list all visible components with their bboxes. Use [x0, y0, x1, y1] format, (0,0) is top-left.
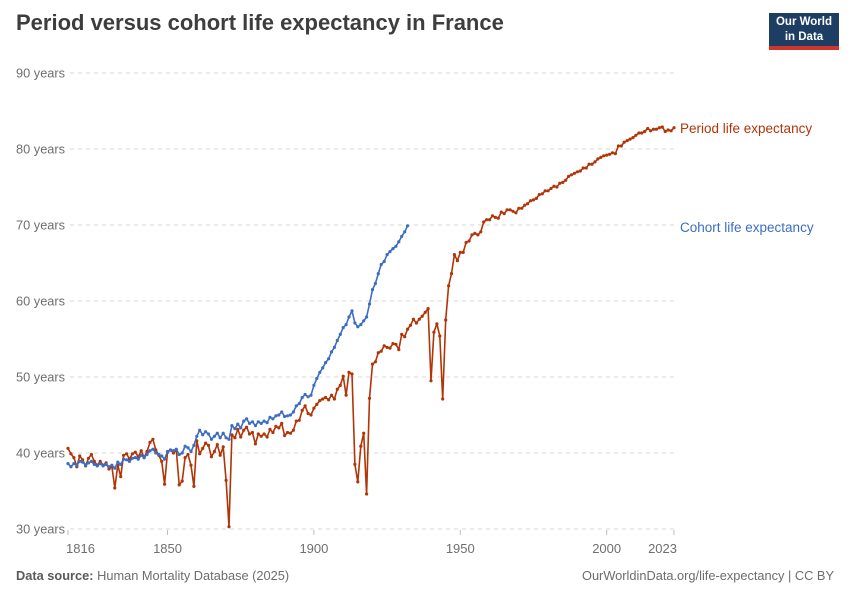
y-tick-label: 70 years: [16, 218, 65, 233]
x-tick-label: 2023: [648, 541, 677, 556]
page-title: Period versus cohort life expectancy in …: [16, 10, 504, 35]
data-source-text: Human Mortality Database (2025): [93, 568, 290, 583]
owid-logo-line1: Our World: [775, 16, 832, 29]
attribution-link[interactable]: OurWorldinData.org/life-expectancy | CC …: [581, 568, 834, 583]
owid-logo[interactable]: Our World in Data: [769, 13, 839, 50]
data-source-label: Data source:: [16, 568, 94, 583]
x-tick-label: 1950: [446, 541, 475, 556]
y-tick-label: 90 years: [16, 66, 65, 81]
y-tick-label: 30 years: [16, 522, 65, 537]
y-tick-label: 40 years: [16, 446, 65, 461]
chart-footer: Data source: Human Mortality Database (2…: [16, 568, 834, 583]
owid-logo-line2: in Data: [784, 30, 824, 43]
series-cohort: [66, 224, 410, 470]
x-axis-labels: 1816 1850 1900 1950 2000 2023: [66, 541, 677, 556]
series-period: [66, 125, 676, 529]
x-tick-label: 2000: [592, 541, 621, 556]
legend-period-life-expectancy[interactable]: Period life expectancy: [680, 121, 813, 136]
y-tick-label: 50 years: [16, 370, 65, 385]
x-tick-label: 1850: [153, 541, 182, 556]
legend-cohort-life-expectancy[interactable]: Cohort life expectancy: [680, 220, 814, 235]
y-gridlines: [70, 72, 676, 530]
y-axis-labels: 30 years 40 years 50 years 60 years 70 years…: [16, 66, 65, 537]
x-axis-ticks: [67, 530, 675, 535]
x-tick-label: 1816: [66, 541, 95, 556]
y-tick-label: 60 years: [16, 294, 65, 309]
x-tick-label: 1900: [299, 541, 328, 556]
data-source-note: Data source: Human Mortality Database (2…: [16, 568, 289, 583]
y-tick-label: 80 years: [16, 142, 65, 157]
